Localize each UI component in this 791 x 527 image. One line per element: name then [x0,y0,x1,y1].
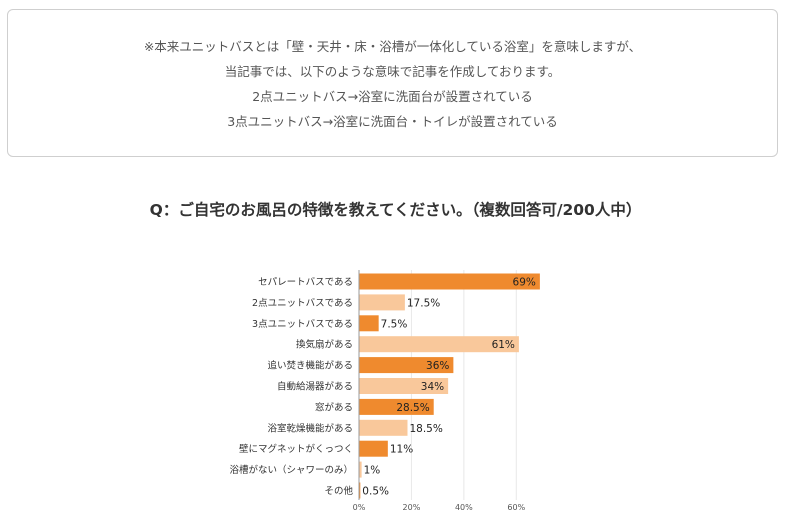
bar [359,398,434,415]
bar [359,419,408,436]
value-label: 18.5% [409,423,442,435]
bar [359,461,362,478]
x-tick-label: 0% [353,503,366,512]
category-label: 換気扇がある [296,339,353,351]
value-label: 36% [426,360,449,372]
bar [359,378,449,394]
value-label: 61% [492,339,515,351]
bar [359,273,540,290]
notice-line-2: 当記事では、以下のような意味で記事を作成しております。 [224,64,561,79]
notice-line-1: ※本来ユニットバスとは「壁・天井・床・浴槽が一体化している浴室」を意味しますが、 [143,39,642,54]
notice-line-4: 3点ユニットバス→浴室に洗面台・トイレが設置されている [227,114,558,129]
x-tick-label: 40% [455,503,473,512]
bar [359,336,519,353]
x-tick-label: 60% [507,503,525,512]
value-label: 69% [513,277,536,289]
category-label: その他 [324,485,353,497]
x-tick-label: 20% [403,503,421,512]
bar [359,357,454,374]
category-label: 2点ユニットバスである [252,298,353,309]
value-label: 34% [421,381,444,393]
category-label: セパレートバスである [258,277,353,288]
value-label: 7.5% [381,318,408,330]
category-label: 3点ユニットバスである [252,319,353,330]
value-label: 1% [364,465,381,477]
category-label: 壁にマグネットがくっつく [239,443,353,455]
value-label: 0.5% [362,486,389,498]
category-label: 浴槽がない（シャワーのみ） [229,464,353,476]
category-label: 窓がある [315,401,353,413]
bar [359,482,361,499]
bar [359,294,405,311]
value-label: 11% [390,444,413,456]
bar [359,315,379,332]
value-label: 17.5% [407,297,440,309]
notice-box: ※本来ユニットバスとは「壁・天井・床・浴槽が一体化している浴室」を意味しますが、… [7,9,778,157]
notice-line-3: 2点ユニットバス→浴室に洗面台が設置されている [252,89,533,104]
bar [359,440,388,457]
chart-title: Q：ご自宅のお風呂の特徴を教えてください。（複数回答可/200人中） [149,201,642,219]
category-label: 浴室乾燥機能がある [267,422,353,434]
value-label: 28.5% [396,402,429,414]
category-label: 追い焚き機能がある [267,360,353,372]
category-label: 自動給湯器がある [277,381,353,393]
